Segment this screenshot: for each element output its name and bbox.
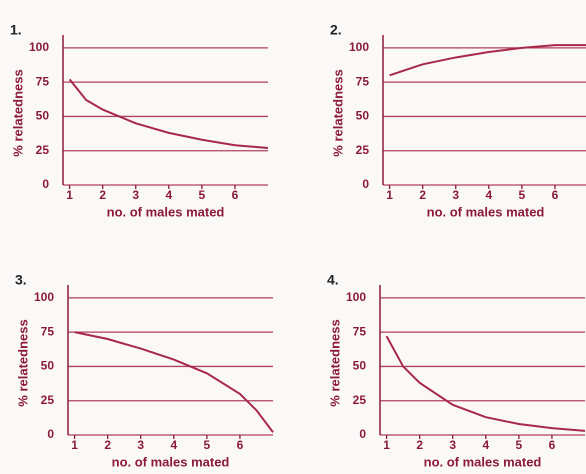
x-tick-label: 2 (419, 188, 426, 202)
y-tick-label: 50 (353, 359, 367, 373)
x-tick-label: 5 (204, 438, 211, 452)
curve (68, 78, 269, 149)
y-tick-label: 0 (42, 177, 49, 191)
y-axis-label: % relatedness (15, 319, 30, 406)
x-tick-label: 3 (132, 188, 139, 202)
x-tick-label: 5 (199, 188, 206, 202)
y-tick-label: 25 (41, 393, 55, 407)
y-tick-label: 50 (41, 359, 55, 373)
panel-title: 3. (15, 272, 27, 288)
y-tick-label: 75 (353, 324, 367, 338)
x-tick-label: 3 (137, 438, 144, 452)
x-tick-label: 5 (516, 438, 523, 452)
y-tick-label: 100 (34, 290, 54, 304)
x-tick-label: 2 (104, 438, 111, 452)
x-tick-label: 1 (66, 188, 73, 202)
x-axis-label: no. of males mated (427, 204, 545, 219)
x-tick-label: 6 (549, 438, 556, 452)
x-tick-label: 1 (71, 438, 78, 452)
y-tick-label: 75 (36, 74, 50, 88)
y-tick-label: 50 (356, 109, 370, 123)
x-axis-label: no. of males mated (424, 454, 542, 469)
y-tick-label: 75 (356, 74, 370, 88)
x-tick-label: 1 (383, 438, 390, 452)
y-tick-label: 100 (346, 290, 366, 304)
y-tick-label: 25 (353, 393, 367, 407)
y-tick-label: 100 (349, 40, 369, 54)
curve (389, 44, 586, 77)
x-tick-label: 1 (386, 188, 393, 202)
x-tick-label: 2 (99, 188, 106, 202)
y-tick-label: 0 (362, 177, 369, 191)
x-tick-label: 5 (519, 188, 526, 202)
x-tick-label: 6 (232, 188, 239, 202)
y-tick-label: 25 (36, 143, 50, 157)
x-tick-label: 4 (170, 438, 177, 452)
x-tick-label: 4 (165, 188, 172, 202)
y-tick-label: 100 (29, 40, 49, 54)
x-tick-label: 6 (237, 438, 244, 452)
x-tick-label: 4 (485, 188, 492, 202)
y-tick-label: 50 (36, 109, 50, 123)
x-axis-label: no. of males mated (107, 204, 225, 219)
panel-title: 1. (10, 22, 22, 38)
x-axis-label: no. of males mated (112, 454, 230, 469)
x-tick-label: 2 (416, 438, 423, 452)
x-tick-label: 6 (552, 188, 559, 202)
x-tick-label: 4 (482, 438, 489, 452)
y-tick-label: 75 (41, 324, 55, 338)
y-tick-label: 0 (359, 427, 366, 441)
y-tick-label: 0 (47, 427, 54, 441)
panel-title: 4. (327, 272, 339, 288)
y-axis-label: % relatedness (330, 69, 345, 156)
y-tick-label: 25 (356, 143, 370, 157)
y-axis-label: % relatedness (327, 319, 342, 406)
x-tick-label: 3 (449, 438, 456, 452)
panel-title: 2. (330, 22, 342, 38)
curve (74, 331, 274, 433)
curve (385, 335, 586, 432)
x-tick-label: 3 (452, 188, 459, 202)
y-axis-label: % relatedness (10, 69, 25, 156)
